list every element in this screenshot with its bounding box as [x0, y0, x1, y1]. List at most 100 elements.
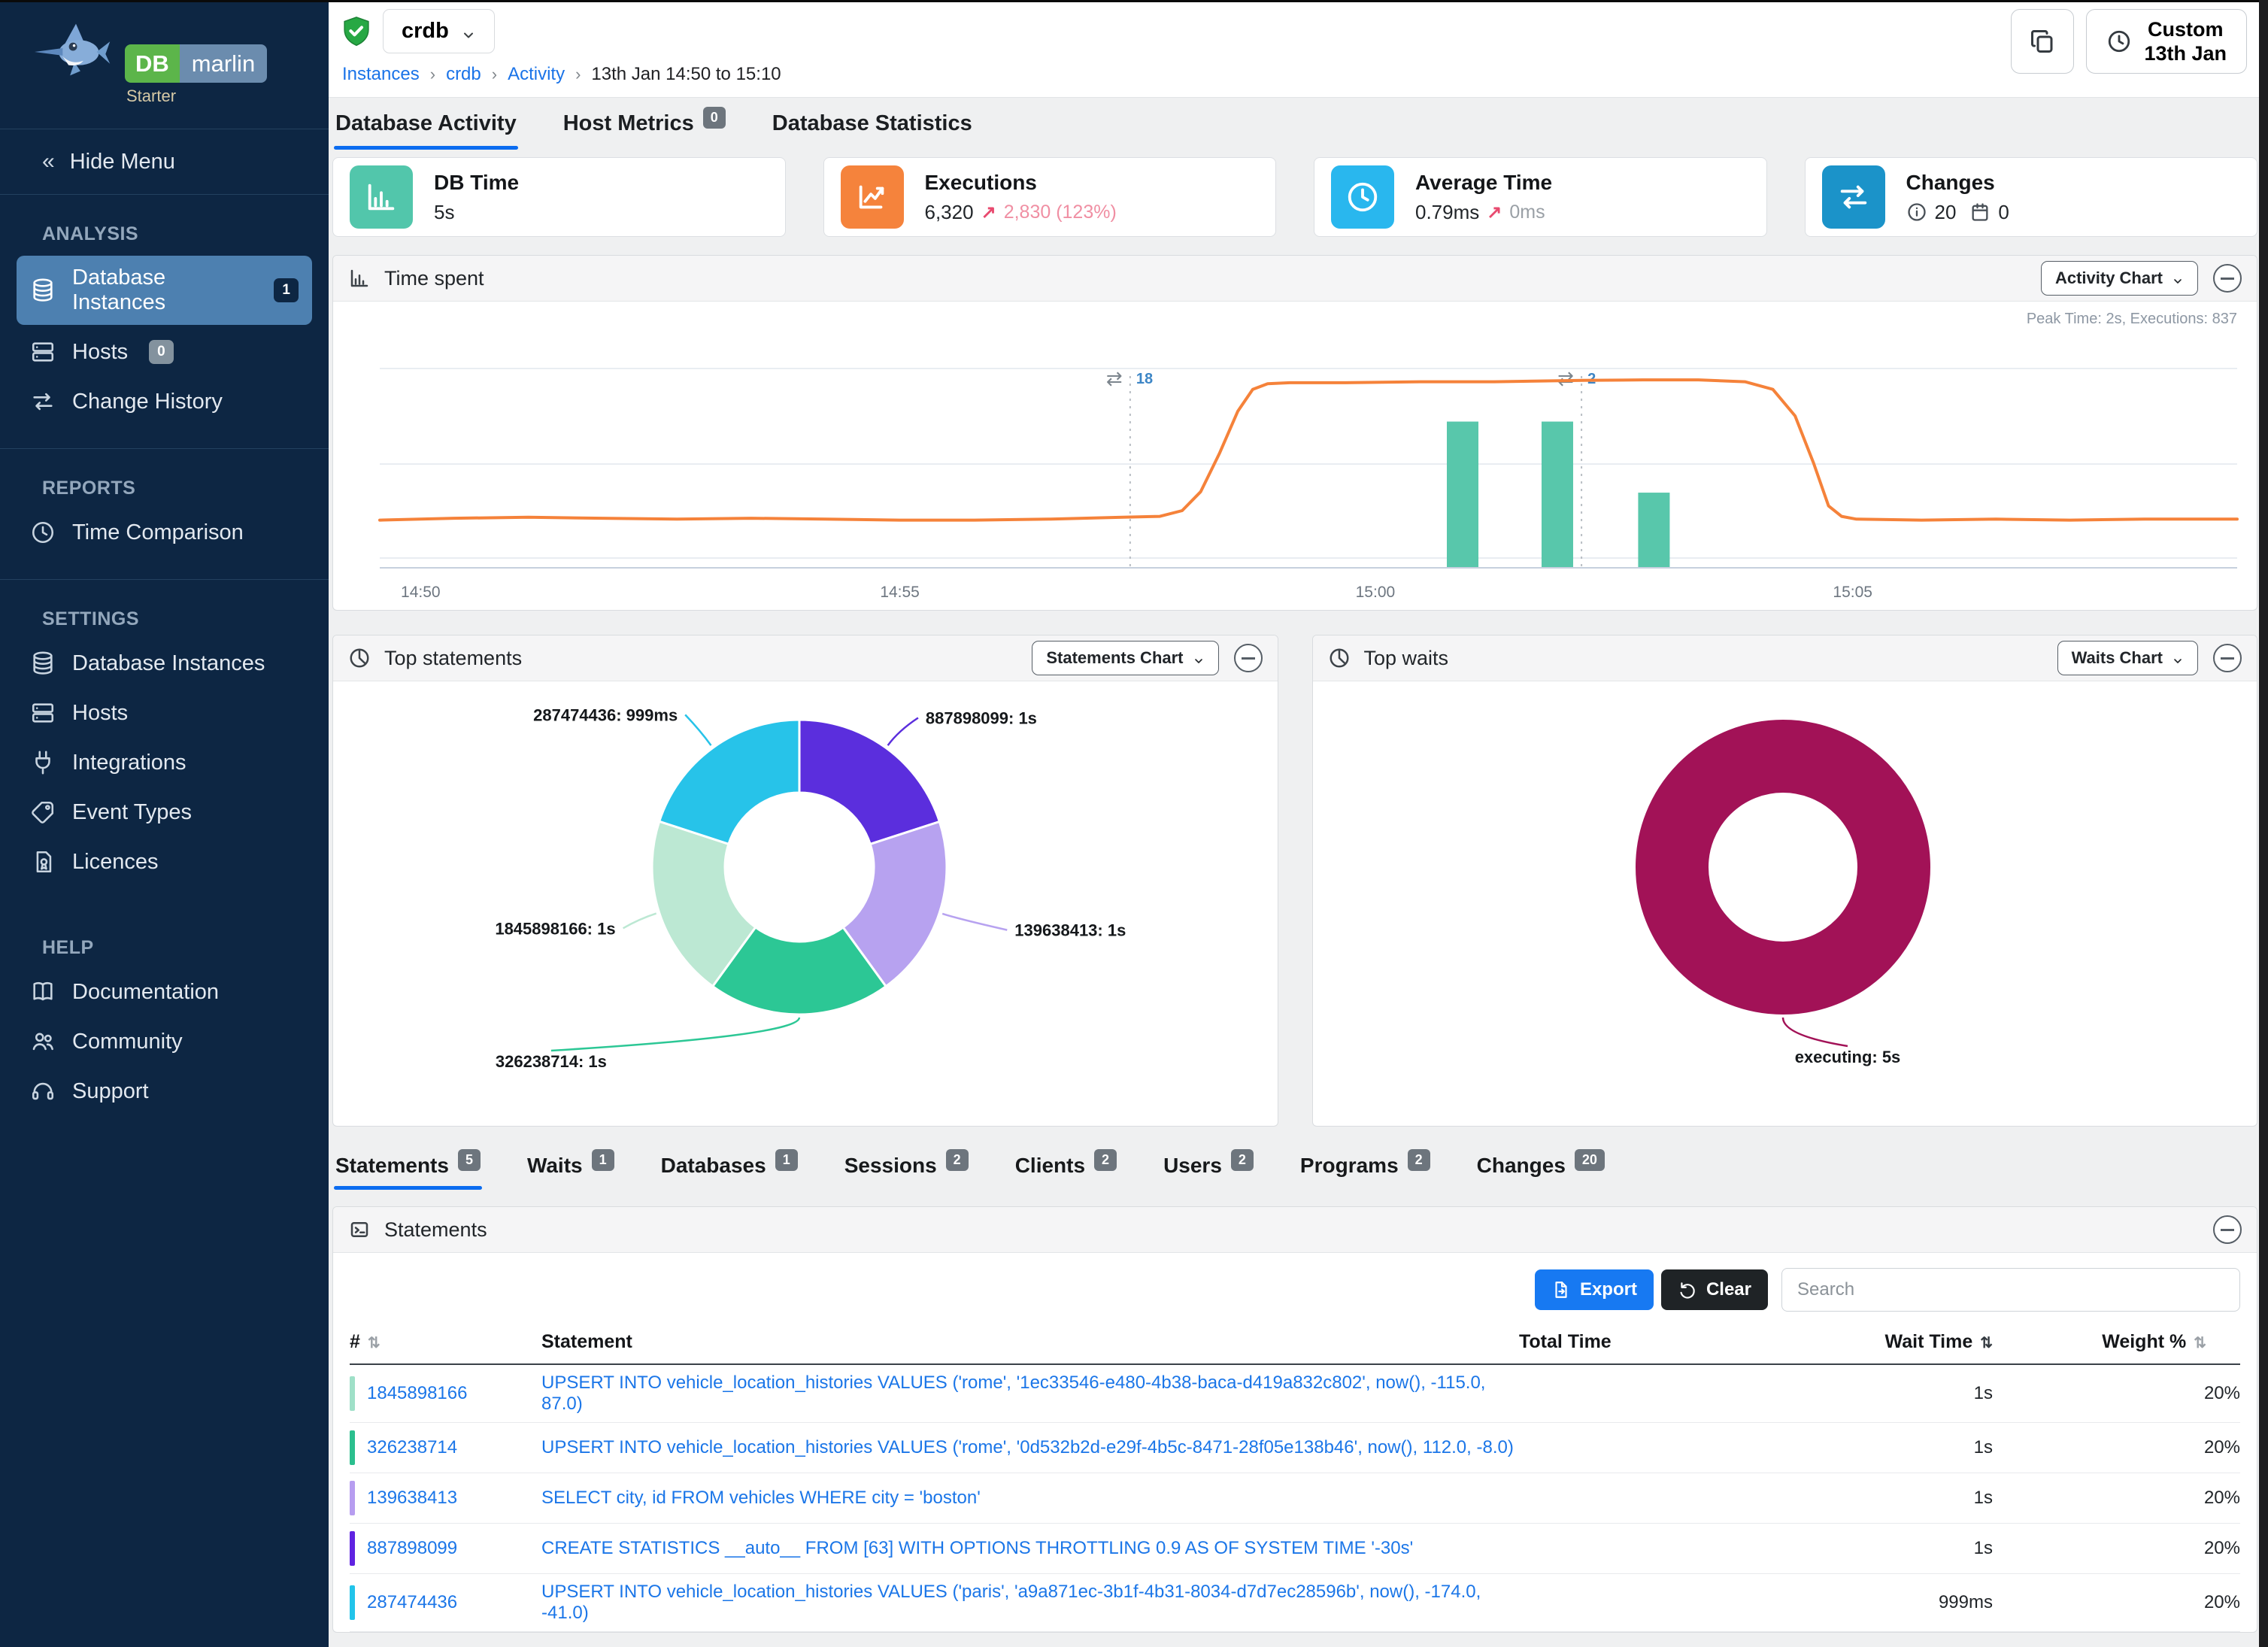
kpi-executions: Executions 6,320 ↗ 2,830 (123%)	[823, 157, 1276, 237]
waits-chart-selector[interactable]: Waits Chart	[2057, 641, 2198, 675]
tab-changes[interactable]: Changes 20	[1475, 1148, 1606, 1190]
top-statements-panel: Top statements Statements Chart 88789809…	[332, 635, 1278, 1127]
search-input[interactable]	[1781, 1268, 2240, 1312]
time-range-button[interactable]: Custom 13th Jan	[2086, 9, 2247, 74]
tag-icon	[30, 799, 56, 825]
svg-text:887898099: 1s: 887898099: 1s	[926, 709, 1037, 728]
clock-icon	[2106, 29, 2132, 54]
column-header-id[interactable]: # ⇅	[350, 1319, 541, 1365]
svg-text:14:50: 14:50	[401, 584, 441, 601]
tab-databases[interactable]: Databases 1	[659, 1148, 799, 1190]
column-header-total-time[interactable]: Total Time	[1519, 1319, 1745, 1365]
panel-title: Top waits	[1363, 646, 1449, 669]
sidebar-item-change-history[interactable]: Change History	[17, 379, 312, 424]
kpi-db-time: DB Time 5s	[332, 157, 786, 237]
table-controls: Export Clear	[333, 1253, 2257, 1319]
collapse-panel-button[interactable]	[2213, 264, 2242, 293]
breadcrumb-item[interactable]: crdb	[446, 64, 481, 84]
time-range-date: 13th Jan	[2144, 42, 2227, 65]
sidebar-item-support[interactable]: Support	[17, 1069, 312, 1114]
tab-statements[interactable]: Statements 5	[334, 1148, 482, 1190]
sidebar-item-database-instances[interactable]: Database Instances 1	[17, 256, 312, 325]
database-icon	[30, 278, 56, 303]
trend-up-icon	[840, 165, 904, 229]
wait-time-value: 1s	[1745, 1364, 1993, 1423]
tab-host-metrics[interactable]: Host Metrics 0	[562, 102, 727, 150]
table-row: 1845898166 UPSERT INTO vehicle_location_h…	[350, 1364, 2240, 1423]
delta-arrow-icon: ↗	[981, 202, 996, 223]
svg-text:⇄: ⇄	[1557, 367, 1574, 390]
sidebar-item-label: Integrations	[72, 750, 186, 775]
sidebar-item-documentation[interactable]: Documentation	[17, 969, 312, 1015]
clock-icon	[1331, 165, 1394, 229]
statement-text-link[interactable]: UPSERT INTO vehicle_location_histories V…	[541, 1437, 1514, 1457]
kpi-delta: 2,830 (123%)	[1003, 201, 1117, 223]
sidebar-item-hosts[interactable]: Hosts	[17, 690, 312, 736]
breadcrumb-item[interactable]: Activity	[508, 64, 565, 84]
statement-text-link[interactable]: UPSERT INTO vehicle_location_histories V…	[541, 1372, 1486, 1414]
event-change-count: 0	[1998, 200, 2009, 223]
tab-programs[interactable]: Programs 2	[1299, 1148, 1432, 1190]
statement-id-link[interactable]: 287474436	[367, 1592, 458, 1612]
wait-time-value: 1s	[1745, 1473, 1993, 1524]
sidebar-item-label: Time Comparison	[72, 520, 244, 544]
column-header-statement[interactable]: Statement	[541, 1319, 1519, 1365]
undo-icon	[1678, 1280, 1697, 1300]
column-header-weight[interactable]: Weight % ⇅	[1993, 1319, 2240, 1365]
count-badge: 0	[702, 107, 726, 129]
statement-id-link[interactable]: 887898099	[367, 1538, 458, 1558]
statement-text-link[interactable]: UPSERT INTO vehicle_location_histories V…	[541, 1582, 1481, 1623]
sidebar-item-time-comparison[interactable]: Time Comparison	[17, 510, 312, 555]
plug-icon	[30, 750, 56, 775]
svg-text:15:05: 15:05	[1833, 584, 1872, 601]
calendar-icon	[1969, 202, 1991, 223]
svg-text:1845898166: 1s: 1845898166: 1s	[495, 919, 615, 938]
statements-chart-selector[interactable]: Statements Chart	[1032, 641, 1219, 675]
breadcrumb-item[interactable]: Instances	[342, 64, 420, 84]
column-header-wait-time[interactable]: Wait Time ⇅	[1745, 1319, 1993, 1365]
statement-id-link[interactable]: 139638413	[367, 1488, 458, 1508]
svg-text:14:55: 14:55	[880, 584, 920, 601]
sidebar-item-licences[interactable]: Licences	[17, 839, 312, 884]
instance-selector[interactable]: crdb	[383, 9, 495, 53]
sidebar-item-label: Database Instances	[72, 265, 166, 314]
statement-id-link[interactable]: 1845898166	[367, 1383, 468, 1403]
tab-sessions[interactable]: Sessions 2	[843, 1148, 970, 1190]
hide-menu-label: Hide Menu	[69, 149, 175, 174]
statement-id-link[interactable]: 326238714	[367, 1437, 458, 1457]
collapse-panel-button[interactable]	[1233, 644, 1263, 672]
activity-chart-selector[interactable]: Activity Chart	[2040, 261, 2198, 296]
collapse-panel-button[interactable]	[2213, 1215, 2242, 1244]
sidebar-item-hosts[interactable]: Hosts 0	[17, 329, 312, 375]
tab-users[interactable]: Users 2	[1162, 1148, 1255, 1190]
book-icon	[30, 979, 56, 1005]
breadcrumb-item: 13th Jan 14:50 to 15:10	[591, 64, 781, 84]
scrollbar-track[interactable]	[2259, 0, 2268, 1647]
copy-link-button[interactable]	[2011, 9, 2075, 74]
hide-menu-button[interactable]: « Hide Menu	[0, 129, 329, 194]
tab-database-statistics[interactable]: Database Statistics	[772, 111, 972, 135]
tab-clients[interactable]: Clients 2	[1014, 1148, 1118, 1190]
count-badge: 1	[775, 1149, 798, 1171]
kpi-average-time: Average Time 0.79ms ↗ 0ms	[1314, 157, 1767, 237]
headset-icon	[30, 1078, 56, 1104]
count-badge: 2	[945, 1149, 969, 1171]
section-label: ANALYSIS	[42, 223, 139, 244]
sidebar-item-community[interactable]: Community	[17, 1019, 312, 1064]
collapse-panel-button[interactable]	[2213, 644, 2242, 672]
wait-time-value: 1s	[1745, 1422, 1993, 1473]
export-button[interactable]: Export	[1534, 1269, 1654, 1310]
tab-database-activity[interactable]: Database Activity	[334, 102, 518, 150]
clear-button[interactable]: Clear	[1660, 1269, 1768, 1310]
count-badge: 2	[1407, 1149, 1430, 1171]
statement-text-link[interactable]: CREATE STATISTICS __auto__ FROM [63] WIT…	[541, 1538, 1414, 1558]
sidebar-item-event-types[interactable]: Event Types	[17, 790, 312, 835]
swap-icon	[1821, 165, 1885, 229]
sidebar-item-label: Database Instances	[72, 651, 265, 675]
topbar: crdb Instances › crdb › Activity › 13th Jan 14…	[329, 0, 2268, 98]
sidebar-item-database-instances[interactable]: Database Instances	[17, 641, 312, 686]
tab-waits[interactable]: Waits 1	[526, 1148, 616, 1190]
sidebar-item-integrations[interactable]: Integrations	[17, 740, 312, 785]
sidebar: DB marlin Starter « Hide Menu ANALYSIS Da…	[0, 0, 329, 1647]
statement-text-link[interactable]: SELECT city, id FROM vehicles WHERE city…	[541, 1488, 981, 1508]
